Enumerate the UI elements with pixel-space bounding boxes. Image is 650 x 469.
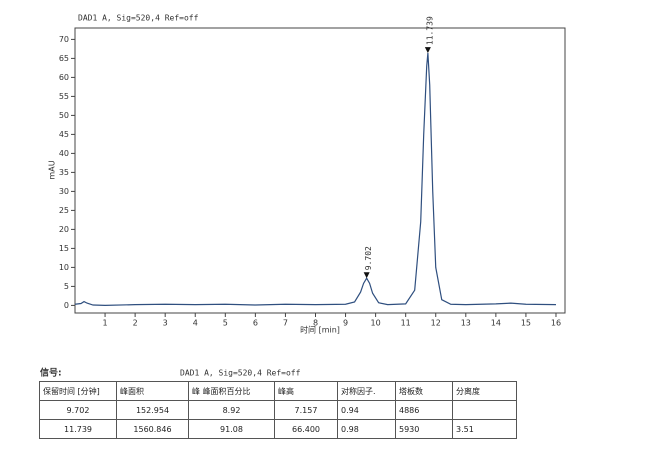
x-tick-label: 10 — [371, 319, 381, 328]
table-cell: 3.51 — [452, 419, 517, 439]
x-tick-label: 15 — [521, 319, 531, 328]
y-tick-label: 45 — [59, 130, 69, 139]
y-tick-label: 40 — [59, 149, 69, 158]
peak-label: 11.739 — [425, 16, 434, 45]
x-tick-label: 9 — [343, 319, 348, 328]
table-cell: 4886 — [395, 400, 453, 420]
table-cell: 5930 — [395, 419, 453, 439]
table-cell: 峰高 — [274, 381, 338, 401]
x-tick-label: 6 — [253, 319, 258, 328]
x-tick-label: 4 — [193, 319, 198, 328]
x-tick-label: 12 — [431, 319, 441, 328]
table-cell: 0.98 — [337, 419, 396, 439]
table-cell: 152.954 — [116, 400, 189, 420]
peak-marker — [363, 272, 370, 279]
table-cell: 1560.846 — [116, 419, 189, 439]
table-cell: 7.157 — [274, 400, 338, 420]
signal-label: 信号: — [40, 367, 62, 379]
x-tick-label: 8 — [313, 319, 318, 328]
plot-frame — [74, 27, 566, 314]
table-cell: 峰 峰面积百分比 — [188, 381, 275, 401]
table-cell: 66.400 — [274, 419, 338, 439]
table-row: 9.702 152.954 8.92 7.157 0.94 4886 — [39, 400, 517, 420]
x-tick-label: 3 — [163, 319, 168, 328]
x-tick-label: 1 — [103, 319, 108, 328]
peak-marker — [424, 47, 431, 54]
table-cell: 保留时间 [分钟] — [39, 381, 117, 401]
y-tick-label: 15 — [59, 244, 69, 253]
results-table: 保留时间 [分钟] 峰面积峰 峰面积百分比 峰高 对称因子. 塔板数 分离度 9.702 15… — [39, 381, 517, 439]
table-row: 保留时间 [分钟] 峰面积峰 峰面积百分比 峰高 对称因子. 塔板数 分离度 — [39, 381, 517, 401]
table-cell: 分离度 — [452, 381, 517, 401]
y-tick-label: 35 — [59, 168, 69, 177]
y-tick-label: 25 — [59, 206, 69, 215]
x-tick-label: 2 — [133, 319, 138, 328]
y-tick-label: 20 — [59, 225, 69, 234]
table-cell: 峰面积 — [116, 381, 189, 401]
x-axis-label: 时间 [min] — [300, 325, 340, 335]
y-tick-label: 30 — [59, 187, 69, 196]
y-tick-label: 55 — [59, 92, 69, 101]
x-tick-label: 16 — [551, 319, 561, 328]
x-tick-label: 14 — [491, 319, 501, 328]
chart-title: DAD1 A, Sig=520,4 Ref=off — [78, 14, 199, 23]
table-cell: 9.702 — [39, 400, 117, 420]
table-row: 11.739 1560.846 91.08 66.400 0.98 5930 3.51 — [39, 419, 517, 439]
table-cell: 0.94 — [337, 400, 396, 420]
x-tick-label: 5 — [223, 319, 228, 328]
table-cell: 91.08 — [188, 419, 275, 439]
x-tick-label: 7 — [283, 319, 288, 328]
signal-text: DAD1 A, Sig=520,4 Ref=off — [180, 369, 301, 378]
y-axis-label: mAU — [48, 160, 57, 179]
table-cell: 对称因子. — [337, 381, 396, 401]
table-cell: 塔板数 — [395, 381, 453, 401]
table-cell: 11.739 — [39, 419, 117, 439]
y-tick-label: 65 — [59, 54, 69, 63]
y-tick-label: 5 — [64, 282, 69, 291]
y-tick-label: 60 — [59, 73, 69, 82]
peak-label: 9.702 — [364, 246, 373, 270]
table-cell — [452, 400, 517, 420]
trace-line — [74, 53, 556, 307]
y-tick-label: 70 — [59, 35, 69, 44]
table-cell: 8.92 — [188, 400, 275, 420]
y-tick-label: 0 — [64, 301, 69, 310]
y-tick-label: 10 — [59, 263, 69, 272]
y-tick-label: 50 — [59, 111, 69, 120]
x-tick-label: 11 — [401, 319, 411, 328]
x-tick-label: 13 — [461, 319, 471, 328]
